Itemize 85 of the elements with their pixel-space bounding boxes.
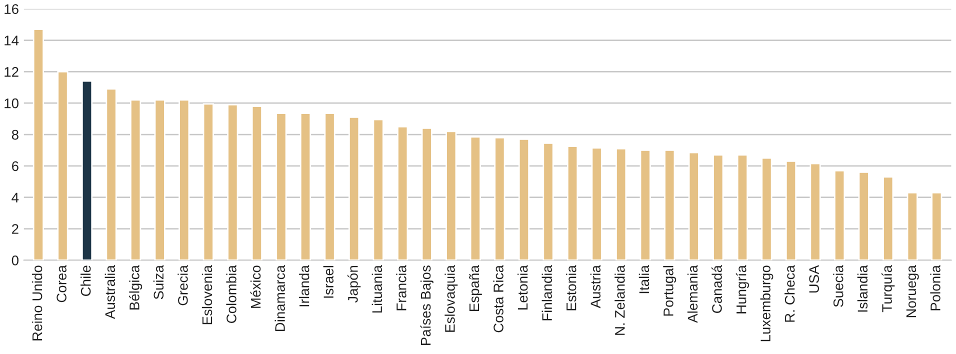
x-tick-label: Finlandia	[542, 265, 552, 320]
bar	[154, 99, 166, 260]
x-tick-label: Francia	[396, 265, 406, 310]
x-tick-label: Dinamarca	[274, 265, 285, 332]
x-tick-label: Corea	[56, 265, 66, 302]
x-tick-label: Letonia	[518, 265, 528, 310]
bar	[931, 192, 942, 260]
bar	[882, 176, 894, 260]
bar	[300, 112, 312, 260]
x-tick-label: Estonia	[566, 265, 576, 310]
x-tick-label: Polonia	[930, 265, 940, 310]
y-tick-label: 8	[12, 130, 18, 140]
x-tick-label: Bélgica	[129, 265, 142, 310]
x-tick-label: Irlanda	[299, 265, 310, 306]
x-tick-label: Israel	[323, 266, 334, 298]
bar	[664, 150, 676, 260]
y-tick-label: 12	[4, 67, 18, 77]
bar	[518, 138, 530, 260]
x-tick-label: Colombia	[226, 265, 236, 324]
bar	[566, 146, 578, 260]
bar	[446, 130, 457, 260]
x-tick-label: Italia	[638, 265, 650, 294]
x-tick-label: R. Checa	[784, 265, 795, 322]
x-tick-label: Costa Rica	[493, 265, 504, 332]
bar	[736, 154, 748, 260]
bar	[324, 112, 336, 260]
x-tick-label: Australia	[104, 265, 116, 320]
bar	[906, 192, 918, 260]
x-tick-label: Chile	[80, 266, 91, 296]
bar	[834, 170, 846, 260]
bar	[494, 136, 506, 260]
x-tick-label: Alemania	[687, 265, 698, 323]
y-tick-label: 6	[12, 161, 18, 172]
x-tick-label: Eslovenia	[202, 265, 212, 324]
x-tick-label: Reino Unido	[32, 266, 42, 340]
x-tick-label: Japón	[347, 266, 361, 303]
y-tick-label: 0	[12, 256, 18, 266]
x-tick-label: Grecia	[178, 265, 188, 306]
x-tick-label: Austria	[590, 265, 601, 308]
y-tick-label: 4	[12, 192, 19, 202]
x-tick-label: N. Zelandia	[614, 265, 625, 335]
bar	[227, 104, 238, 260]
bar	[785, 160, 797, 260]
bar	[57, 70, 68, 260]
bar	[202, 103, 214, 260]
bar	[542, 142, 554, 260]
x-tick-label: España	[469, 265, 482, 312]
bar	[810, 162, 821, 260]
x-tick-label: Eslovaquia	[444, 265, 458, 332]
x-tick-label: Noruega	[906, 265, 919, 318]
bar	[712, 154, 724, 260]
bar	[348, 116, 360, 260]
bar	[81, 80, 93, 260]
x-tick-label: Países Bajos	[420, 266, 434, 345]
x-tick-label: Islandia	[857, 265, 868, 312]
x-tick-label: USA	[809, 265, 820, 293]
y-tick-label: 16	[4, 4, 18, 14]
bar	[688, 152, 700, 260]
bar	[470, 136, 481, 260]
x-tick-label: Portugal	[663, 266, 676, 316]
x-tick-label: Suecia	[833, 265, 844, 307]
y-tick-label: 14	[4, 36, 19, 46]
y-tick-label: 10	[4, 98, 18, 108]
bar	[421, 128, 432, 260]
bar	[616, 148, 627, 260]
bar	[106, 88, 117, 260]
bar	[130, 99, 142, 260]
bar	[761, 157, 772, 260]
x-tick-label: Canadá	[712, 265, 722, 313]
y-tick-label: 2	[12, 224, 18, 234]
bar	[32, 28, 44, 260]
x-tick-label: Turquía	[882, 265, 895, 312]
bar	[276, 112, 287, 260]
x-tick-label: Hungría	[736, 265, 750, 314]
bar	[591, 147, 602, 260]
x-tick-label: Suiza	[153, 265, 164, 300]
bar	[251, 106, 262, 260]
bar	[372, 118, 384, 260]
x-tick-label: Luxemburgo	[760, 266, 774, 342]
bar	[178, 99, 190, 260]
bar	[397, 126, 408, 260]
bar	[858, 172, 870, 260]
bar	[640, 150, 651, 260]
x-tick-label: México	[250, 266, 261, 308]
x-tick-label: Lituania	[372, 265, 382, 313]
